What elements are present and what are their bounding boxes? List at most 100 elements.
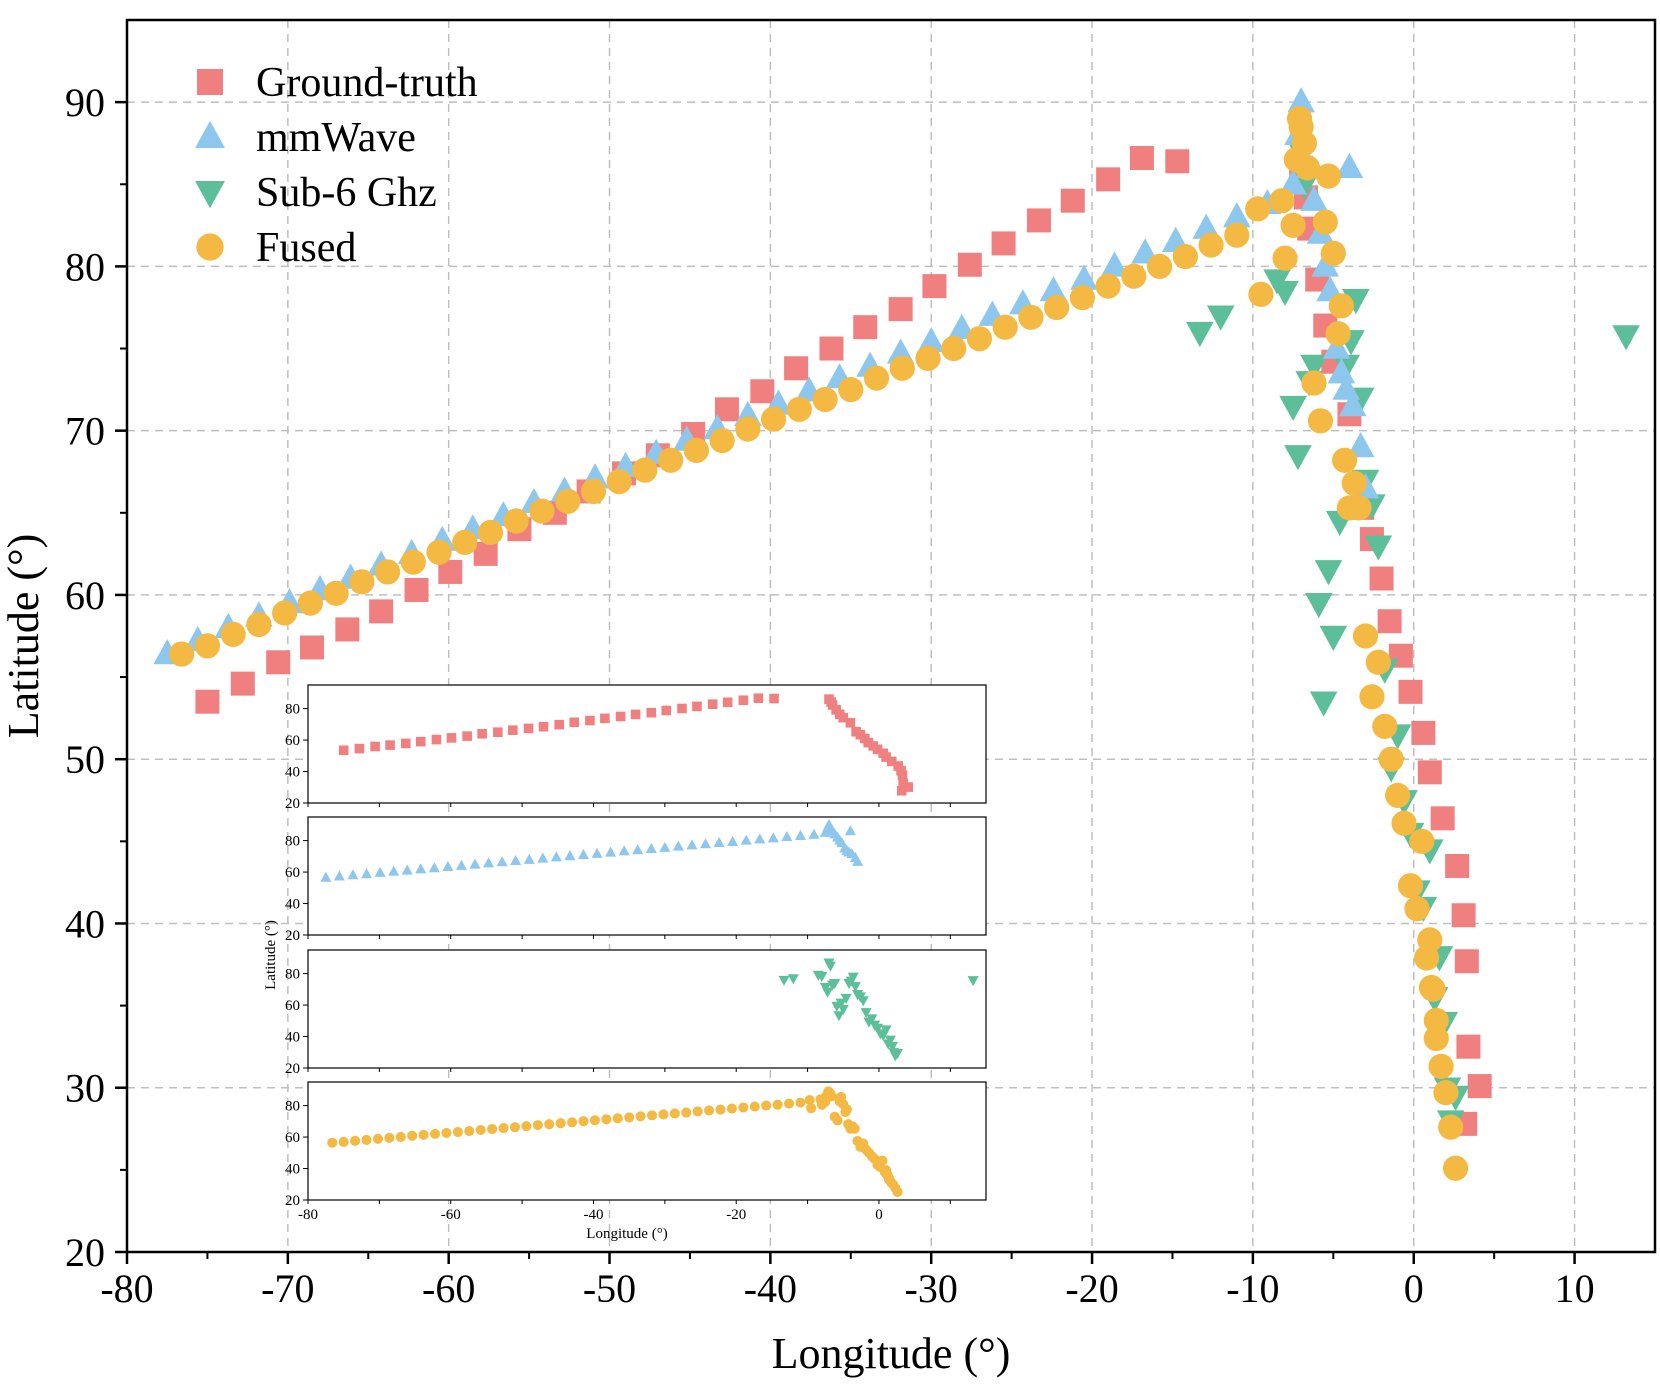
inset-data-point <box>880 1025 892 1036</box>
inset-y-tick-label: 40 <box>285 1162 300 1178</box>
data-point <box>1404 896 1430 922</box>
data-point <box>1451 903 1476 928</box>
legend-marker <box>196 233 224 261</box>
data-point <box>1467 1074 1492 1099</box>
inset-y-tick-label: 20 <box>285 1061 300 1077</box>
inset-plots: 20 40 60 80 20 40 60 80 20 40 60 80 20 40 60 80 -80 -60 -4… <box>263 684 987 1242</box>
data-point <box>1320 240 1346 266</box>
data-point <box>786 396 812 422</box>
inset-data-point <box>891 1048 904 1060</box>
data-point <box>1018 304 1044 330</box>
inset-panel-frame <box>307 949 987 1069</box>
data-point <box>1312 209 1338 235</box>
data-point <box>889 355 915 381</box>
data-point <box>1301 370 1327 396</box>
data-point <box>658 447 684 473</box>
inset-data-point <box>860 1008 872 1019</box>
inset-data-point <box>840 993 852 1004</box>
inset-data-point <box>738 1102 749 1113</box>
inset-data-point <box>415 736 426 747</box>
data-point <box>812 386 838 413</box>
inset-data-point <box>829 978 841 990</box>
inset-data-point <box>886 1041 899 1052</box>
inset-data-point <box>896 785 907 796</box>
inset-data-point <box>327 1137 338 1148</box>
x-tick-label: 0 <box>1404 1266 1424 1311</box>
data-point <box>683 437 709 463</box>
inset-panel-frame <box>307 1081 987 1201</box>
data-point <box>1315 163 1342 189</box>
inset-data-point <box>661 705 672 716</box>
inset-data-point <box>886 756 897 767</box>
data-point <box>1300 185 1328 211</box>
data-point <box>1433 1080 1459 1106</box>
data-point <box>838 377 864 403</box>
inset-y-tick-label: 60 <box>285 1130 300 1146</box>
inset-data-point <box>967 976 979 987</box>
inset-data-point <box>833 1011 845 1022</box>
inset-y-axis-title: Latitude (°) <box>263 920 279 990</box>
data-point <box>1300 354 1328 380</box>
inset-data-point <box>510 854 522 865</box>
data-point <box>1319 625 1348 651</box>
inset-data-point <box>849 982 861 993</box>
inset-data-point <box>630 709 641 720</box>
inset-data-point <box>508 725 518 735</box>
y-tick-label: 20 <box>65 1230 105 1275</box>
series-ground-truth <box>195 145 1492 1136</box>
inset-data-point <box>704 1105 715 1116</box>
inset-data-point <box>767 832 779 843</box>
data-point <box>1096 167 1121 192</box>
inset-data-point <box>333 870 345 881</box>
y-tick-label: 90 <box>65 80 105 125</box>
data-point <box>230 671 255 696</box>
inset-data-point <box>707 699 718 709</box>
data-point <box>784 356 809 381</box>
inset-data-point <box>462 731 472 741</box>
inset-data-point <box>672 840 684 851</box>
inset-x-axis-title: Longitude (°) <box>586 1226 667 1242</box>
data-point <box>1314 560 1343 586</box>
data-point <box>194 633 221 659</box>
data-point <box>1428 1053 1454 1079</box>
inset-data-point <box>585 715 595 726</box>
inset-data-point <box>487 1124 498 1135</box>
inset-data-point <box>347 869 359 880</box>
data-point <box>819 336 844 361</box>
data-point <box>1377 609 1402 634</box>
inset-data-point <box>903 782 914 792</box>
inset-data-point <box>601 1114 612 1125</box>
data-point <box>1129 145 1154 170</box>
y-tick-label: 30 <box>65 1066 105 1111</box>
inset-y-tick-label: 80 <box>285 967 300 983</box>
inset-panel: 20 40 60 80 -80 -60 -40 -20 0 Longitude (°) <box>285 1081 987 1242</box>
inset-data-point <box>659 841 671 852</box>
data-point <box>992 314 1018 340</box>
inset-data-point <box>338 745 349 756</box>
inset-data-point <box>538 721 549 732</box>
inset-data-point <box>477 728 487 739</box>
data-point <box>335 617 360 642</box>
inset-data-point <box>852 855 864 866</box>
inset-data-point <box>841 1104 852 1115</box>
inset-series <box>320 818 864 882</box>
inset-data-point <box>897 770 908 780</box>
inset-data-point <box>761 1100 772 1111</box>
data-point <box>404 578 429 603</box>
data-point <box>246 611 272 638</box>
inset-data-point <box>442 860 454 871</box>
inset-x-tick-label: 0 <box>875 1207 883 1223</box>
inset-y-tick-label: 20 <box>285 1193 300 1209</box>
inset-data-point <box>823 818 835 829</box>
inset-y-tick-label: 60 <box>285 998 300 1014</box>
data-point <box>580 478 607 505</box>
inset-data-point <box>863 737 874 748</box>
data-point <box>1378 746 1404 772</box>
data-point <box>1438 1114 1464 1140</box>
data-point <box>853 315 878 340</box>
x-tick-label: -30 <box>905 1266 958 1311</box>
data-point <box>1095 273 1121 299</box>
x-tick-label: -20 <box>1065 1266 1118 1311</box>
inset-x-tick-label: -80 <box>298 1207 318 1223</box>
